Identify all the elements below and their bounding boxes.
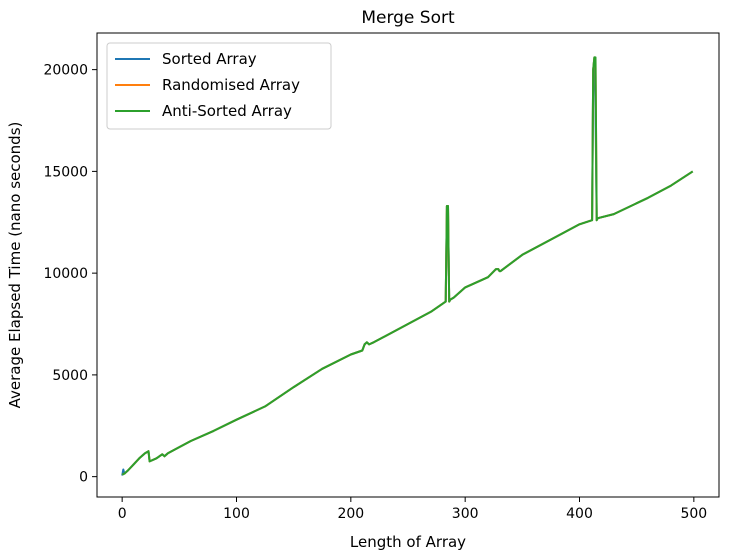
- x-tick-label: 100: [223, 506, 250, 522]
- x-tick-label: 0: [118, 506, 127, 522]
- y-axis-label: Average Elapsed Time (nano seconds): [6, 122, 24, 409]
- legend-label-3: Anti-Sorted Array: [162, 102, 292, 120]
- plot-area: [121, 56, 694, 476]
- y-tick-label: 5000: [52, 368, 88, 384]
- x-tick-label: 200: [337, 506, 364, 522]
- y-tick-label: 15000: [43, 164, 88, 180]
- y-tick-label: 10000: [43, 266, 88, 282]
- y-axis: 0 5000 10000 15000 20000: [43, 63, 97, 486]
- x-axis: 0 100 200 300 400 500: [118, 497, 707, 522]
- y-tick-label: 0: [79, 470, 88, 486]
- y-tick-label: 20000: [43, 63, 88, 79]
- x-axis-label: Length of Array: [350, 533, 466, 551]
- chart-title: Merge Sort: [361, 8, 455, 28]
- legend-label-1: Sorted Array: [162, 50, 257, 68]
- legend-box: [106, 42, 332, 130]
- series-line-3: [121, 56, 694, 476]
- x-tick-label: 500: [680, 506, 707, 522]
- plot-frame: [96, 32, 720, 498]
- x-tick-label: 300: [452, 506, 479, 522]
- legend: Sorted Array Randomised Array Anti-Sorted …: [106, 42, 332, 130]
- x-tick-label: 400: [566, 506, 593, 522]
- legend-label-2: Randomised Array: [162, 76, 300, 94]
